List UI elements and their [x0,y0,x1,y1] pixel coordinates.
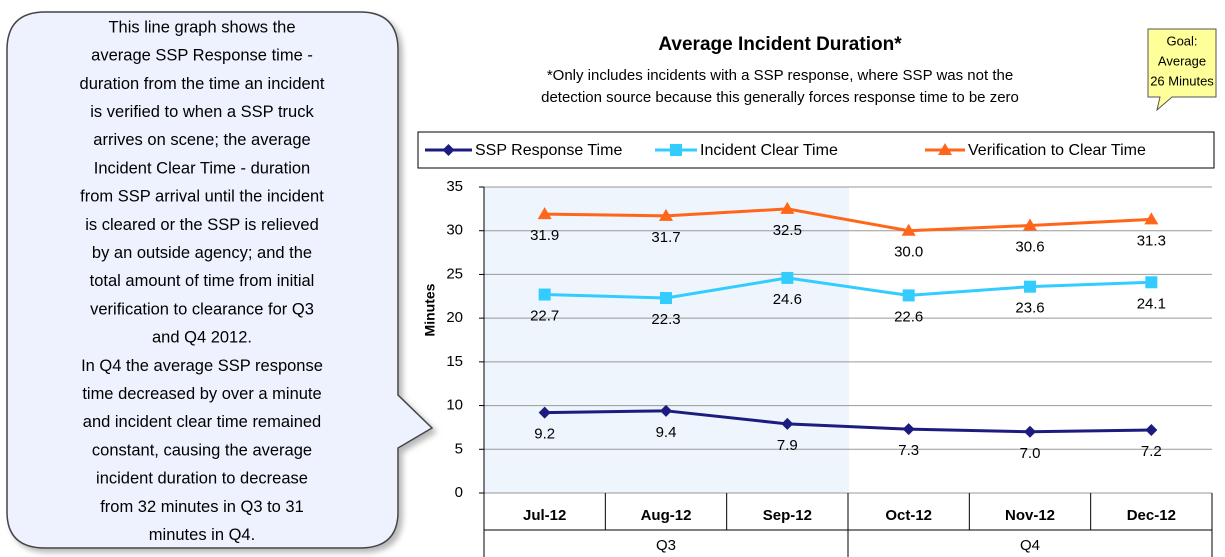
q3-shade [484,187,849,493]
series-line [544,409,1152,434]
data-label: 7.3 [898,442,919,459]
x-tick-label: Aug-12 [641,507,692,524]
marker [1023,218,1037,231]
y-tick-label: 35 [446,178,463,195]
chart-title: Average Incident Duration* [658,34,902,55]
y-tick-label: 20 [446,309,463,326]
callout-text: total amount of time from initial [90,272,315,290]
data-label: 22.3 [651,311,680,328]
marker [938,143,952,155]
marker [537,207,552,220]
callout-text: verification to clearance for Q3 [90,300,314,318]
marker [659,208,673,221]
y-tick-label: 0 [455,484,463,501]
marker [1024,425,1036,438]
marker [901,223,916,236]
callout-text: constant, causing the average [92,441,312,459]
data-label: 31.3 [1137,232,1166,249]
marker [660,404,672,417]
callout-text: and Q4 2012. [152,329,252,347]
callout-box [6,11,434,549]
legend-label: Incident Clear Time [700,142,838,159]
data-label: 7.2 [1141,443,1162,460]
x-tick-label: Oct-12 [885,507,932,524]
callout-text: from SSP arrival until the incident [80,188,324,206]
marker [1024,280,1036,293]
data-label: 31.9 [530,227,559,244]
series-line [544,276,1152,300]
callout-text: and incident clear time remained [83,413,321,431]
legend-label: SSP Response Time [475,142,622,159]
data-label: 7.9 [777,437,798,454]
data-label: 30.0 [894,244,923,261]
series-line [544,207,1152,233]
callout-text: by an outside agency; and the [92,244,312,262]
marker [538,288,551,301]
y-tick-label: 15 [446,353,463,370]
callout-text: Incident Clear Time - duration [94,159,310,177]
callout-text: This line graph shows the [108,18,295,36]
marker [442,144,455,156]
goal-text: 26 Minutes [1150,73,1214,88]
callout-text: duration from the time an incident [80,75,325,93]
goal-text: Average [1158,53,1206,68]
marker [902,289,915,302]
marker [780,201,795,214]
subtitle: *Only includes incidents with a SSP resp… [547,67,1013,84]
marker [781,417,794,430]
data-label: 9.4 [656,424,677,441]
callout-text: time decreased by over a minute [82,385,321,403]
data-label: 32.5 [773,222,802,239]
callout-text: incident duration to decrease [96,470,308,488]
marker [1145,424,1158,437]
callout-text: minutes in Q4. [149,526,255,544]
callout-text: average SSP Response time - [91,47,313,65]
data-label: 24.1 [1137,295,1166,312]
group-label: Q3 [656,537,676,554]
callout-text: from 32 minutes in Q3 to 31 [100,498,304,516]
marker [538,406,551,419]
y-tick-label: 10 [446,397,463,414]
marker [660,292,672,305]
y-axis-label: Minutes [422,283,438,336]
data-label: 23.6 [1015,300,1044,317]
x-tick-label: Dec-12 [1127,507,1176,524]
marker [902,423,915,436]
y-tick-label: 30 [446,222,463,239]
data-label: 31.7 [651,229,680,246]
goal-box [1147,28,1217,112]
x-tick-label: Jul-12 [523,507,566,524]
callout-text: arrives on scene; the average [93,131,310,149]
marker [1145,276,1158,289]
legend-box [417,131,1215,169]
y-tick-label: 25 [446,265,463,282]
callout-text: In Q4 the average SSP response [81,357,323,375]
data-label: 22.6 [894,308,923,325]
data-label: 22.7 [530,308,559,325]
data-label: 9.2 [534,426,555,443]
goal-text: Goal: [1166,33,1197,48]
callout-text: is cleared or the SSP is relieved [85,216,319,234]
data-label: 30.6 [1015,238,1044,255]
subtitle: detection source because this generally … [541,89,1019,106]
y-tick-label: 5 [455,440,463,457]
callout-text: is verified to when a SSP truck [90,103,314,121]
marker [781,271,794,284]
marker [670,144,682,156]
x-tick-label: Nov-12 [1005,507,1055,524]
data-label: 7.0 [1020,445,1041,462]
group-label: Q4 [1020,537,1040,554]
marker [1144,212,1159,225]
data-label: 24.6 [773,291,802,308]
legend-label: Verification to Clear Time [968,142,1146,159]
x-tick-label: Sep-12 [763,507,812,524]
